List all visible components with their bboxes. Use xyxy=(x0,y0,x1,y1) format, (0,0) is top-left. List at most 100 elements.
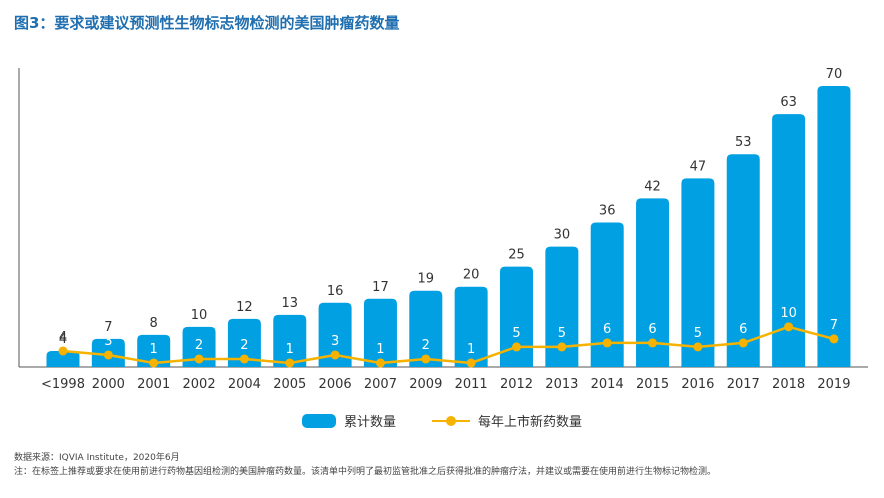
bar-<1998 xyxy=(46,350,80,367)
line-point-2017 xyxy=(738,338,748,348)
line-point-2005 xyxy=(285,358,295,368)
bar-2015 xyxy=(636,198,670,367)
x-tick-2018: 2018 xyxy=(772,377,805,392)
line-label-2013: 5 xyxy=(558,326,566,341)
line-label-2019: 7 xyxy=(830,318,838,333)
x-tick-2004: 2004 xyxy=(228,377,261,392)
line-label-2018: 10 xyxy=(780,306,797,321)
line-point-2018 xyxy=(784,322,794,332)
line-label-2017: 6 xyxy=(739,322,747,337)
line-label-2000: 3 xyxy=(104,334,112,349)
bar-label-2002: 10 xyxy=(191,308,208,323)
x-tick-<1998: <1998 xyxy=(41,377,85,392)
bar-label-2014: 36 xyxy=(599,203,616,218)
x-tick-2000: 2000 xyxy=(92,377,125,392)
x-tick-2014: 2014 xyxy=(591,377,624,392)
x-tick-2017: 2017 xyxy=(727,377,760,392)
line-label-2001: 1 xyxy=(150,342,158,357)
line-point-2012 xyxy=(512,342,521,352)
bar-label-<1998: 4 xyxy=(59,332,67,347)
bar-2014 xyxy=(590,222,624,367)
x-tick-2006: 2006 xyxy=(319,377,352,392)
bar-label-2006: 16 xyxy=(327,284,344,299)
legend-item-annual: 每年上市新药数量 xyxy=(432,411,582,430)
bar-label-2009: 19 xyxy=(418,272,435,287)
bar-label-2000: 7 xyxy=(104,320,112,335)
bar-2016 xyxy=(681,178,715,367)
line-label-2016: 5 xyxy=(694,326,702,341)
line-label-2009: 2 xyxy=(422,338,430,353)
line-label-2014: 6 xyxy=(603,322,611,337)
legend-bar-swatch xyxy=(301,413,336,428)
legend-line-swatch xyxy=(432,414,470,428)
bar-2011 xyxy=(454,286,488,367)
bar-2006 xyxy=(318,302,352,367)
legend-label-cumulative: 累计数量 xyxy=(343,415,396,430)
line-label-<1998: 4 xyxy=(59,330,67,345)
x-tick-2001: 2001 xyxy=(137,377,170,392)
line-label-2012: 5 xyxy=(512,326,520,341)
line-point-<1998 xyxy=(58,346,68,356)
bar-2017 xyxy=(726,154,760,367)
x-tick-2013: 2013 xyxy=(545,377,578,392)
bar-2019 xyxy=(817,86,851,367)
line-point-2013 xyxy=(557,342,567,352)
line-point-2014 xyxy=(602,338,612,348)
bar-2013 xyxy=(545,246,579,367)
x-tick-2011: 2011 xyxy=(455,377,488,392)
x-tick-2012: 2012 xyxy=(500,377,533,392)
x-tick-2007: 2007 xyxy=(364,377,397,392)
line-point-2000 xyxy=(103,350,113,360)
bar-label-2016: 47 xyxy=(690,159,707,174)
bar-label-2011: 20 xyxy=(463,268,480,283)
bar-2002 xyxy=(182,326,216,367)
chart-title: 图3：要求或建议预测性生物标志物检测的美国肿瘤药数量 xyxy=(14,14,400,32)
bar-label-2017: 53 xyxy=(735,135,752,150)
bar-label-2007: 17 xyxy=(372,280,389,295)
bar-label-2019: 70 xyxy=(826,67,843,82)
bar-2001 xyxy=(137,334,171,367)
bar-2007 xyxy=(363,298,397,367)
legend-item-cumulative: 累计数量 xyxy=(301,411,396,430)
bar-label-2013: 30 xyxy=(554,228,571,243)
x-tick-2016: 2016 xyxy=(681,377,714,392)
bar-2005 xyxy=(273,314,307,367)
line-point-2016 xyxy=(693,342,703,352)
bar-label-2005: 13 xyxy=(281,296,298,311)
line-point-2006 xyxy=(330,350,340,360)
line-label-2015: 6 xyxy=(648,322,656,337)
legend: 累计数量 每年上市新药数量 xyxy=(0,411,884,430)
source-note: 数据来源：IQVIA Institute，2020年6月 xyxy=(14,453,180,463)
x-tick-2019: 2019 xyxy=(817,377,850,392)
x-tick-2002: 2002 xyxy=(183,377,216,392)
line-point-2002 xyxy=(194,354,204,364)
line-label-2002: 2 xyxy=(195,338,203,353)
line-label-2006: 3 xyxy=(331,334,339,349)
bar-label-2018: 63 xyxy=(780,95,797,110)
legend-label-annual: 每年上市新药数量 xyxy=(478,415,583,430)
line-label-2011: 1 xyxy=(467,342,475,357)
x-tick-2015: 2015 xyxy=(636,377,669,392)
x-tick-2005: 2005 xyxy=(273,377,306,392)
line-point-2004 xyxy=(239,354,249,364)
bar-label-2001: 8 xyxy=(150,316,158,331)
line-label-2005: 1 xyxy=(286,342,294,357)
bar-label-2012: 25 xyxy=(508,248,525,263)
line-point-2009 xyxy=(421,354,431,364)
bar-2004 xyxy=(227,318,261,367)
footnote: 注：在标签上推荐或要求在使用前进行药物基因组检测的美国肿瘤药数量。该清单中列明了… xyxy=(14,467,717,477)
bar-2009 xyxy=(409,290,443,367)
bar-2012 xyxy=(500,266,533,367)
bar-label-2004: 12 xyxy=(236,300,253,315)
line-point-2019 xyxy=(829,334,839,344)
line-point-2001 xyxy=(149,358,159,368)
line-point-2007 xyxy=(375,358,385,368)
bar-2018 xyxy=(772,114,806,367)
line-label-2004: 2 xyxy=(240,338,248,353)
x-tick-2009: 2009 xyxy=(409,377,442,392)
annual-line xyxy=(62,325,835,365)
line-point-2011 xyxy=(466,358,476,368)
line-point-2015 xyxy=(648,338,658,348)
bar-label-2015: 42 xyxy=(644,179,661,194)
line-label-2007: 1 xyxy=(376,342,384,357)
